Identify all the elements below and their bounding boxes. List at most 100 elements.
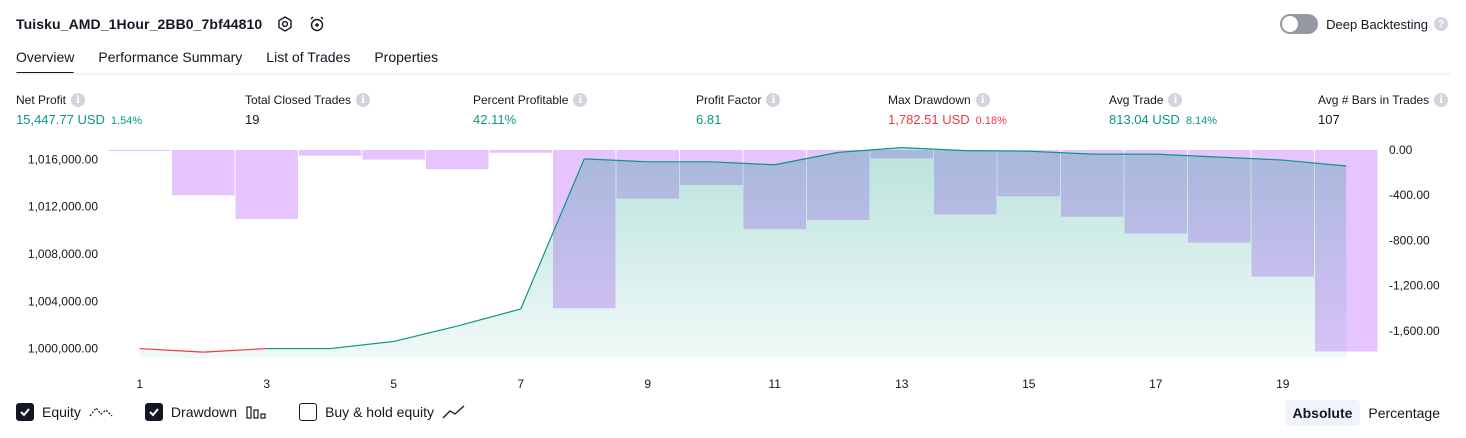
buy-hold-checkbox[interactable]	[299, 403, 318, 421]
deep-backtesting-label: Deep Backtesting	[1326, 16, 1428, 32]
left-axis-tick-label: 1,012,000.00	[28, 200, 98, 214]
absolute-button[interactable]: Absolute	[1284, 400, 1361, 426]
equity-line-icon	[89, 404, 113, 420]
equity-line-segment	[139, 347, 204, 353]
metric-percent: 8.14%	[1185, 115, 1218, 127]
equity-drawdown-chart[interactable]: 1,016,000.00 1,012,000.00 1,008,000.00 1,00…	[0, 140, 1466, 398]
drawdown-bar	[426, 150, 489, 170]
info-icon[interactable]: i	[1434, 93, 1449, 107]
metric-percent: 0.18%	[975, 115, 1007, 127]
left-axis-tick-label: 1,000,000.00	[28, 342, 98, 356]
legend-drawdown[interactable]: Drawdown	[144, 403, 267, 421]
legend-label: Equity	[42, 404, 81, 420]
alarm-clock-icon[interactable]	[308, 15, 326, 33]
drawdown-bar	[172, 150, 235, 196]
drawdown-checkbox[interactable]	[144, 403, 163, 421]
x-axis-tick-label: 13	[895, 377, 909, 391]
right-axis-tick-label: -400.00	[1389, 188, 1430, 202]
buy-hold-line-icon	[442, 404, 466, 420]
info-icon[interactable]: i	[71, 93, 86, 107]
metric-avg-trade: Avg Trade i 813.04 USD 8.14%	[1109, 93, 1217, 127]
metric-percent-profitable: Percent Profitable i 42.11%	[473, 93, 588, 127]
settings-icon[interactable]	[276, 15, 294, 33]
metric-profit-factor: Profit Factor i 6.81	[696, 93, 781, 127]
equity-line-segment	[457, 308, 521, 327]
legend-label: Drawdown	[170, 404, 238, 420]
info-icon[interactable]: i	[573, 93, 588, 107]
metric-value: 813.04 USD	[1109, 112, 1180, 127]
equity-line-segment	[774, 151, 839, 166]
info-icon[interactable]: i	[356, 93, 371, 107]
equity-line-segment	[393, 325, 458, 343]
value-mode-switch: Absolute Percentage	[1284, 400, 1449, 426]
percentage-button[interactable]: Percentage	[1368, 405, 1440, 421]
x-axis-tick-label: 11	[769, 377, 782, 391]
metric-label: Net Profit	[16, 93, 67, 107]
left-axis-tick-label: 1,004,000.00	[28, 294, 98, 308]
info-icon[interactable]: i	[975, 93, 990, 107]
x-axis-tick-label: 7	[517, 377, 524, 391]
metric-max-drawdown: Max Drawdown i 1,782.51 USD 0.18%	[888, 93, 1007, 127]
metric-value: 19	[245, 112, 260, 127]
metric-value: 107	[1318, 112, 1340, 127]
metric-label: Avg Trade	[1109, 93, 1164, 107]
equity-line-segment	[520, 158, 585, 310]
equity-area	[139, 147, 1347, 358]
metric-label: Avg # Bars in Trades	[1318, 93, 1430, 107]
equity-line-segment	[330, 340, 394, 350]
tab-divider	[16, 73, 1450, 75]
deep-backtesting: Deep Backtesting ?	[1280, 13, 1448, 35]
equity-line-segment	[1028, 150, 1093, 155]
metric-total-closed-trades: Total Closed Trades i 19	[245, 93, 371, 127]
equity-line-segment	[711, 161, 775, 166]
tab-list-of-trades[interactable]: List of Trades	[266, 49, 351, 65]
equity-line-segment	[584, 158, 648, 163]
equity-line-segment	[1282, 159, 1347, 167]
strategy-header: Tuisku_AMD_1Hour_2BB0_7bf44810	[16, 13, 326, 35]
x-axis-tick-label: 9	[644, 377, 651, 391]
metric-value: 1,782.51 USD	[888, 112, 970, 127]
metrics-row: Net Profit i 15,447.77 USD 1.54% Total Clo…	[0, 93, 1466, 133]
tab-overview[interactable]: Overview	[16, 47, 75, 75]
info-icon[interactable]: i	[1168, 93, 1183, 107]
drawdown-bar	[108, 150, 171, 151]
deep-backtesting-toggle[interactable]	[1280, 14, 1319, 34]
x-axis-tick-label: 1	[136, 377, 143, 391]
right-axis-tick-label: -800.00	[1389, 233, 1430, 247]
equity-line-segment	[838, 147, 902, 153]
metric-label: Total Closed Trades	[245, 93, 352, 107]
metric-value: 15,447.77 USD	[16, 112, 105, 127]
right-axis-tick-label: 0.00	[1389, 143, 1413, 157]
drawdown-bar	[299, 150, 362, 156]
equity-line-segment	[901, 147, 966, 152]
left-axis-tick-label: 1,016,000.00	[28, 152, 98, 166]
help-icon[interactable]: ?	[1434, 17, 1448, 31]
metric-value: 6.81	[696, 112, 722, 127]
strategy-title: Tuisku_AMD_1Hour_2BB0_7bf44810	[16, 16, 263, 32]
drawdown-bars-icon	[245, 404, 267, 420]
metric-label: Profit Factor	[696, 93, 762, 107]
legend-buy-hold[interactable]: Buy & hold equity	[299, 403, 466, 421]
x-axis-tick-label: 15	[1022, 377, 1036, 391]
metric-avg-bars-in-trades: Avg # Bars in Trades i 107	[1318, 93, 1449, 127]
report-tabs: Overview Performance Summary List of Tra…	[16, 47, 462, 75]
equity-line-segment	[203, 347, 267, 353]
drawdown-bar	[489, 150, 552, 153]
x-axis-tick-label: 19	[1276, 377, 1290, 391]
drawdown-bar	[362, 150, 425, 160]
chart-legend: Equity Drawdown Buy & hold equity	[16, 403, 498, 421]
metric-net-profit: Net Profit i 15,447.77 USD 1.54%	[16, 93, 142, 127]
tab-performance-summary[interactable]: Performance Summary	[98, 49, 243, 65]
tab-properties[interactable]: Properties	[374, 49, 439, 65]
legend-label: Buy & hold equity	[325, 404, 435, 420]
x-axis-tick-label: 5	[390, 377, 397, 391]
metric-percent: 1.54%	[110, 115, 143, 127]
metric-value: 42.11%	[473, 112, 517, 127]
right-axis-tick-label: -1,600.00	[1389, 324, 1440, 338]
metric-label: Percent Profitable	[473, 93, 569, 107]
x-axis-tick-label: 17	[1149, 377, 1163, 391]
legend-equity[interactable]: Equity	[16, 403, 113, 421]
info-icon[interactable]: i	[766, 93, 781, 107]
equity-line-segment	[1155, 153, 1220, 158]
equity-checkbox[interactable]	[16, 403, 34, 421]
